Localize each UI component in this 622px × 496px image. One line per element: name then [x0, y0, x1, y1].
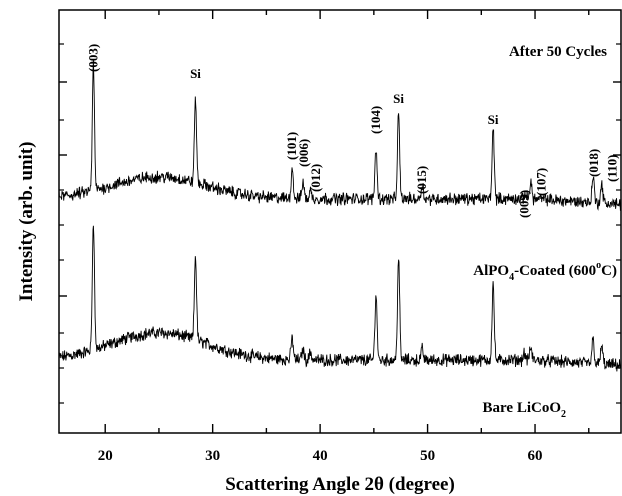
coated-label-end: C)	[601, 263, 617, 279]
x-axis-title: Scattering Angle 2θ (degree)	[225, 474, 455, 495]
peak-label-101: (101)	[284, 132, 299, 160]
x-tick-label: 40	[313, 448, 328, 464]
peak-label-015: (015)	[414, 166, 429, 194]
x-tick-label: 20	[98, 448, 113, 464]
peak-label-009: (009)	[516, 190, 531, 218]
plot-frame	[58, 9, 622, 434]
x-tick-label: 60	[528, 448, 543, 464]
series-label-after-50-cycles: After 50 Cycles	[509, 44, 607, 60]
y-axis-ticks	[59, 43, 621, 404]
peak-label-si: Si	[393, 91, 404, 106]
series-label-alpo4-coated: AlPO4-Coated (600oC)	[473, 260, 617, 283]
peak-label-si: Si	[488, 112, 499, 127]
peak-label-si: Si	[190, 66, 201, 81]
series-line-alpo4-coated	[58, 59, 622, 211]
bare-label-sub: 2	[561, 409, 566, 420]
series-line-after-50-cycles	[58, 225, 622, 372]
peak-label-104: (104)	[368, 106, 383, 134]
coated-label-main: AlPO	[473, 263, 509, 279]
peak-label-107: (107)	[534, 168, 549, 196]
x-tick-label: 50	[420, 448, 435, 464]
peak-label-006: (006)	[296, 139, 311, 167]
coated-label-sup: o	[596, 260, 601, 271]
peak-label-012: (012)	[308, 164, 323, 192]
peak-label-018: (018)	[586, 149, 601, 177]
bare-label-main: Bare LiCoO	[483, 400, 561, 416]
y-axis-title: Intensity (arb. unit)	[16, 142, 37, 302]
x-axis-ticks	[104, 10, 590, 433]
coated-label-sub: 4	[509, 272, 514, 283]
traces-group	[58, 59, 622, 372]
peak-labels: (003) Si (101)(006)(012) (104) Si (015) Si (009…	[85, 44, 619, 218]
coated-label-rest: -Coated (600	[514, 263, 596, 279]
x-axis-tick-labels: 20 30 40 50 60	[98, 448, 543, 464]
series-label-bare-licoo2: Bare LiCoO2	[483, 400, 566, 420]
peak-label-003: (003)	[85, 44, 100, 72]
x-tick-label: 30	[205, 448, 220, 464]
peak-label-110: (110)	[604, 155, 619, 182]
